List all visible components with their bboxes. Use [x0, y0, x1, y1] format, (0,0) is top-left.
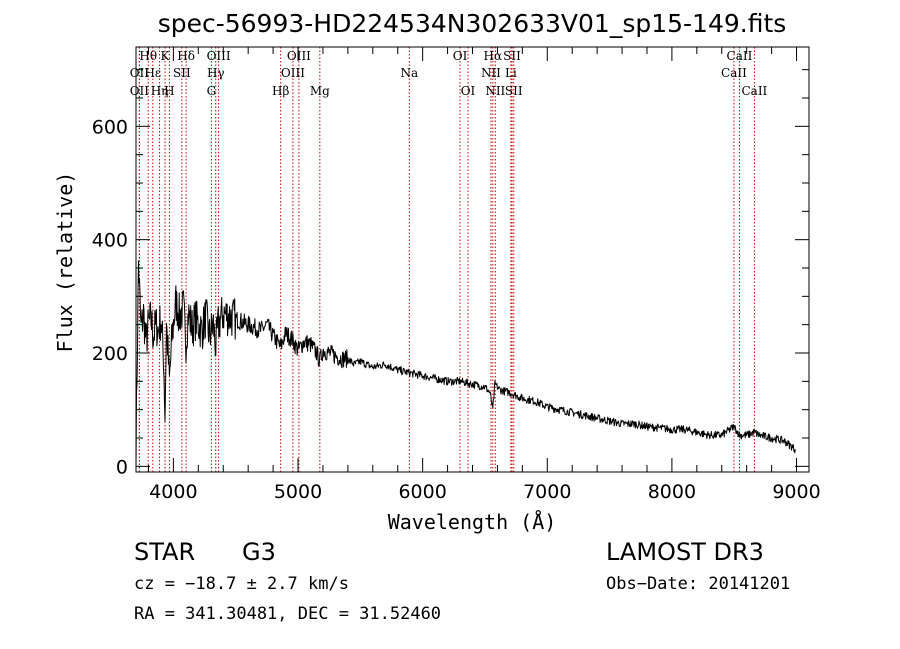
redshift-readout: cz = −18.7 ± 2.7 km/s — [134, 574, 349, 594]
x-tick-label: 6000 — [398, 481, 446, 503]
y-tick-label: 600 — [92, 116, 128, 138]
spectral-line-label: Hβ — [272, 84, 289, 98]
spectral-subclass: G3 — [242, 538, 276, 566]
spectral-line-label: Li — [505, 66, 517, 80]
spectrum-series — [135, 260, 796, 471]
spectral-line-label: OIII — [287, 49, 311, 63]
spectral-line-label: CaII — [727, 49, 753, 63]
spectral-line-label: Hη — [151, 84, 169, 98]
spectral-line-label: OII — [130, 84, 150, 98]
coordinates-readout: RA = 341.30481, DEC = 31.52460 — [134, 604, 442, 624]
spectral-line-markers — [138, 47, 755, 472]
x-tick-label: 8000 — [648, 481, 696, 503]
spectral-line-label: CaII — [721, 66, 747, 80]
spectral-line-label: OIII — [207, 49, 231, 63]
x-axis-label: Wavelength (Å) — [388, 510, 557, 534]
spectral-line-label: SII — [505, 84, 523, 98]
y-axis-label: Flux (relative) — [53, 172, 77, 353]
spectral-line-label: Na — [400, 66, 418, 80]
spectral-line-label: OI — [461, 84, 476, 98]
spectral-line-label: H — [164, 84, 174, 98]
x-tick-label: 7000 — [523, 481, 571, 503]
y-tick-label: 400 — [92, 230, 128, 252]
spectrum-line — [135, 260, 796, 471]
x-tick-label: 5000 — [274, 481, 322, 503]
object-class: STAR — [134, 538, 196, 566]
spectral-line-label: SII — [503, 49, 521, 63]
spectral-line-label: NII — [481, 66, 501, 80]
x-tick-label: 4000 — [149, 481, 197, 503]
spectral-line-label: OI — [453, 49, 468, 63]
spectral-line-label: SII — [173, 66, 191, 80]
observation-date: Obs−Date: 20141201 — [606, 574, 791, 594]
spectral-line-label: Hε — [144, 66, 161, 80]
chart-title: spec-56993-HD224534N302633V01_sp15-149.f… — [158, 9, 787, 38]
spectral-line-label: Hγ — [207, 66, 225, 80]
spectral-line-label: Hα — [484, 49, 503, 63]
spectral-line-label: Mg — [310, 84, 330, 98]
spectral-line-label: OII — [130, 66, 150, 80]
spectral-line-label: Hθ — [139, 49, 157, 63]
survey-name: LAMOST DR3 — [606, 538, 764, 566]
spectral-line-label: NII — [485, 84, 505, 98]
spectral-line-label: Hδ — [177, 49, 195, 63]
spectral-line-label: OIII — [281, 66, 305, 80]
spectral-line-label: G — [207, 84, 217, 98]
spectral-line-label: K — [161, 49, 171, 63]
y-tick-label: 0 — [116, 456, 128, 478]
x-tick-label: 9000 — [772, 481, 820, 503]
plot-frame — [135, 46, 810, 473]
y-tick-label: 200 — [92, 343, 128, 365]
spectral-line-label: CaII — [741, 84, 767, 98]
axes: 4000 5000 6000 7000 8000 9000 0 200 400 600 — [92, 46, 821, 503]
